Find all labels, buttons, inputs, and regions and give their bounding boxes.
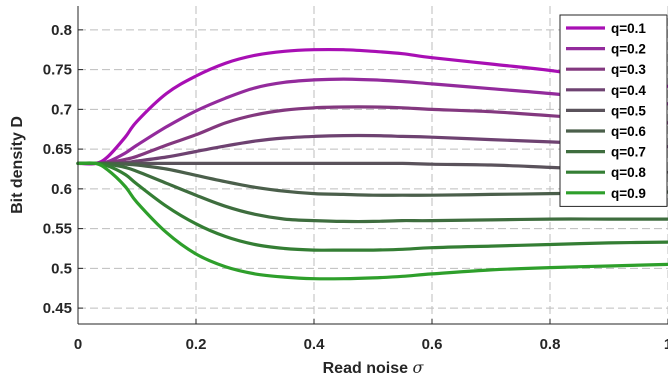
y-tick-label: 0.8 — [51, 22, 72, 39]
y-tick-label: 0.65 — [43, 141, 72, 158]
legend-label: q=0.1 — [611, 21, 646, 36]
legend-label: q=0.4 — [611, 83, 646, 98]
legend-label: q=0.3 — [611, 62, 646, 77]
y-axis-label: Bit density D — [9, 116, 26, 214]
x-axis-label: Read noise σ — [323, 358, 425, 377]
series-line-q=0.1 — [76, 47, 668, 166]
series-line-q=0.3 — [76, 105, 668, 166]
x-tick-label: 0.2 — [186, 336, 207, 353]
series-line-q=0.8 — [76, 161, 668, 252]
y-tick-label: 0.45 — [43, 300, 72, 317]
series-group — [76, 47, 668, 281]
series-line-q=0.7 — [76, 161, 668, 224]
legend: q=0.1 q=0.2 q=0.3 q=0.4 q=0.5 q=0.6 q=0.7 q=0.8… — [559, 14, 668, 207]
y-tick-label: 0.6 — [51, 181, 72, 198]
y-tick-label: 0.55 — [43, 221, 72, 238]
x-tick-label: 0.4 — [304, 336, 326, 353]
series-line-q=0.2 — [76, 77, 668, 166]
x-tick-label: 0.6 — [422, 336, 443, 353]
x-axis-symbol: σ — [412, 358, 424, 377]
y-tick-label: 0.75 — [43, 62, 72, 79]
x-tick-label: 0.8 — [540, 336, 561, 353]
legend-label: q=0.9 — [611, 186, 646, 201]
legend-label: q=0.7 — [611, 145, 646, 160]
legend-label: q=0.5 — [611, 103, 646, 118]
legend-label: q=0.6 — [611, 124, 646, 139]
axes — [77, 6, 668, 325]
x-tick-label: 0 — [74, 336, 82, 353]
legend-label: q=0.2 — [611, 42, 646, 57]
x-tick-label: 1 — [664, 336, 668, 353]
series-line-q=0.9 — [76, 161, 668, 281]
y-tick-label: 0.5 — [51, 260, 72, 277]
series-line-q=0.6 — [76, 161, 668, 197]
legend-label: q=0.8 — [611, 165, 646, 180]
y-tick-label: 0.7 — [51, 101, 72, 118]
ticks: 0 0.2 0.4 0.6 0.8 1 0.45 0.5 0.55 0.6 0.65 0.7 0.75 0… — [43, 22, 668, 353]
